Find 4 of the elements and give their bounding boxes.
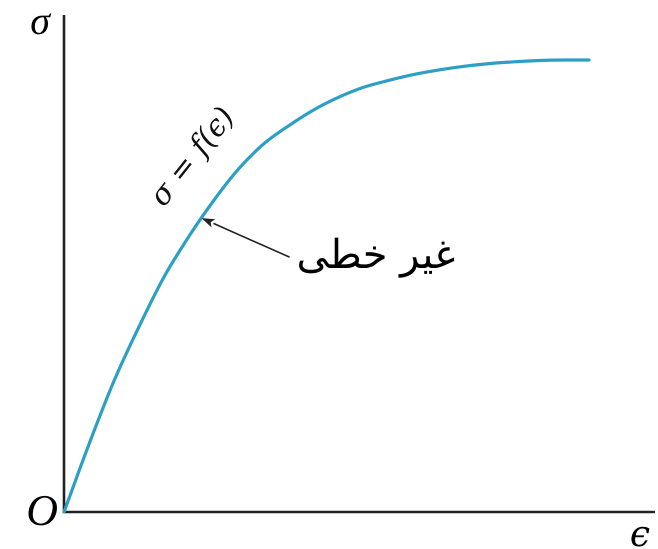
y-axis-title: σ bbox=[30, 0, 52, 43]
annotation: O bbox=[26, 486, 58, 535]
x-axis-title: ϵ bbox=[630, 514, 650, 549]
annotation: غیر خطی bbox=[296, 232, 456, 278]
